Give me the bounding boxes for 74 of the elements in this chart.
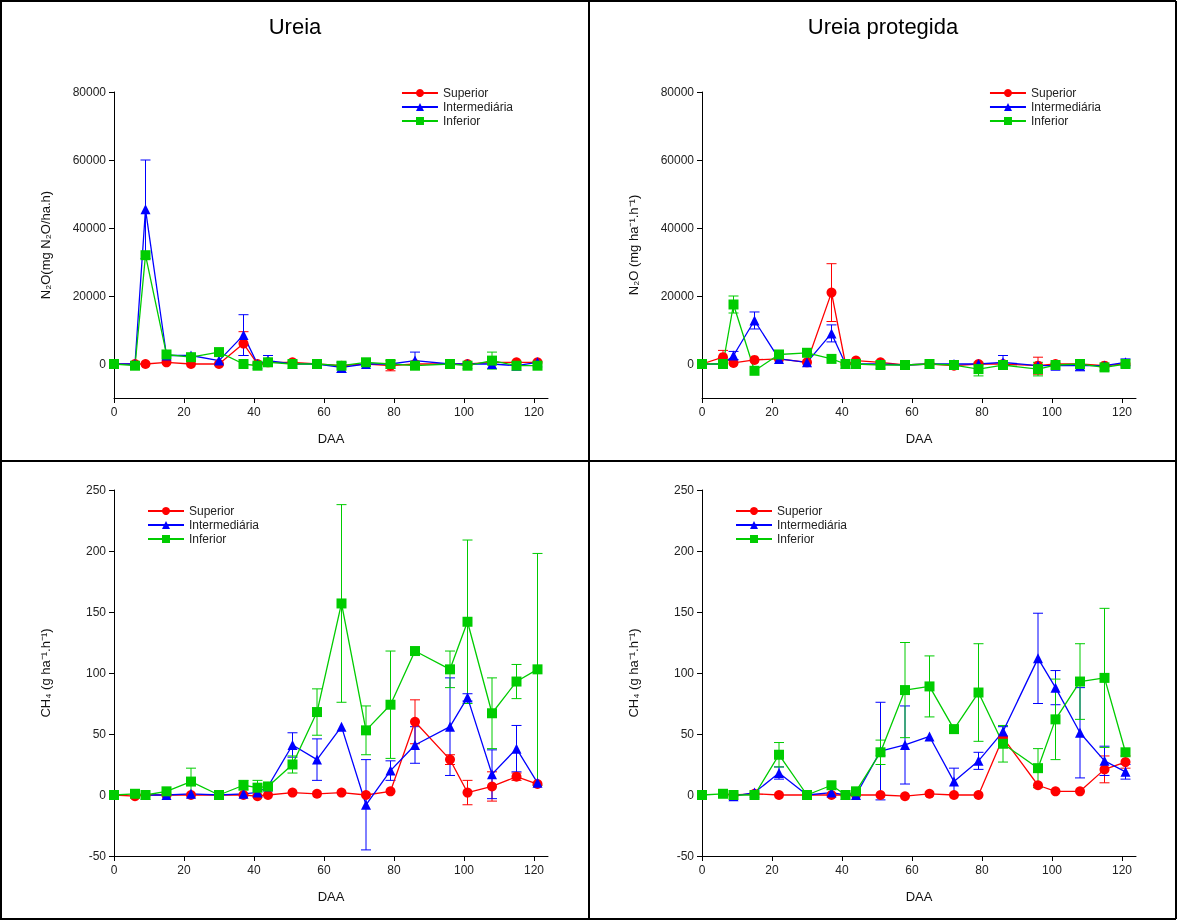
y-tick-label: 0 (99, 357, 107, 371)
y-tick-label: 0 (687, 788, 695, 802)
legend-label: Superior (777, 504, 823, 518)
y-tick-label: 100 (85, 666, 107, 680)
legend-label: Inferior (189, 532, 227, 546)
x-tick-label: 80 (387, 405, 401, 419)
x-tick-label: 0 (110, 863, 118, 877)
x-tick-label: 80 (975, 405, 989, 419)
x-tick-label: 40 (835, 863, 849, 877)
y-tick-label: 150 (673, 605, 695, 619)
x-axis-title: DAA (317, 889, 345, 904)
x-tick-label: 40 (247, 863, 261, 877)
y-tick-label: 80000 (72, 85, 107, 99)
y-tick-label: 50 (92, 727, 107, 741)
x-tick-label: 0 (110, 405, 118, 419)
x-tick-label: 20 (765, 405, 779, 419)
x-tick-label: 20 (765, 863, 779, 877)
x-axis-title: DAA (905, 431, 933, 446)
x-tick-label: 0 (698, 405, 706, 419)
x-tick-label: 120 (523, 863, 545, 877)
x-tick-label: 40 (247, 405, 261, 419)
x-tick-label: 100 (1041, 863, 1063, 877)
y-tick-label: 0 (99, 788, 107, 802)
legend-label: Intermediária (777, 518, 848, 532)
y-tick-label: 20000 (660, 289, 695, 303)
x-tick-label: 60 (317, 405, 331, 419)
x-tick-label: 120 (1111, 863, 1133, 877)
x-axis-title: DAA (317, 431, 345, 446)
y-tick-label: 200 (673, 544, 695, 558)
y-axis-title: CH₄ (g ha⁻¹.h⁻¹) (626, 628, 641, 718)
y-tick-label: 80000 (660, 85, 695, 99)
y-tick-label: 250 (85, 483, 107, 497)
y-tick-label: 100 (673, 666, 695, 680)
y-axis-title: N₂O(mg N₂O/ha.h) (38, 190, 53, 300)
legend-label: Intermediária (1030, 100, 1102, 114)
x-tick-label: 100 (453, 863, 475, 877)
y-tick-label: 40000 (72, 221, 107, 235)
x-tick-label: 60 (905, 863, 919, 877)
legend-label: Superior (189, 504, 235, 518)
y-tick-label: 250 (673, 483, 695, 497)
x-tick-label: 80 (975, 863, 989, 877)
x-tick-label: 80 (387, 863, 401, 877)
x-tick-label: 60 (317, 863, 331, 877)
x-tick-label: 20 (177, 405, 191, 419)
legend-label: Inferior (442, 114, 481, 128)
chart-title: Ureia protegida (807, 13, 959, 39)
y-tick-label: 50 (680, 727, 695, 741)
legend-label: Inferior (1030, 114, 1069, 128)
x-axis-title: DAA (905, 889, 933, 904)
x-tick-label: 100 (1041, 405, 1063, 419)
y-tick-label: -50 (676, 849, 695, 863)
legend-label: Intermediária (189, 518, 260, 532)
chart-title: Ureia (268, 13, 323, 39)
legend-label: Superior (1030, 86, 1077, 100)
legend-label: Inferior (777, 532, 815, 546)
y-axis-title: CH₄ (g ha⁻¹.h⁻¹) (38, 628, 53, 718)
x-tick-label: 60 (905, 405, 919, 419)
y-tick-label: 20000 (72, 289, 107, 303)
legend-label: Superior (442, 86, 489, 100)
y-axis-title: N₂O (mg ha⁻¹.h⁻¹) (626, 194, 641, 296)
legend-label: Intermediária (442, 100, 514, 114)
x-tick-label: 40 (835, 405, 849, 419)
y-tick-label: 60000 (72, 153, 107, 167)
y-tick-label: -50 (88, 849, 107, 863)
x-tick-label: 120 (1111, 405, 1133, 419)
x-tick-label: 120 (523, 405, 545, 419)
y-tick-label: 200 (85, 544, 107, 558)
y-tick-label: 40000 (660, 221, 695, 235)
y-tick-label: 150 (85, 605, 107, 619)
x-tick-label: 0 (698, 863, 706, 877)
x-tick-label: 100 (453, 405, 475, 419)
x-tick-label: 20 (177, 863, 191, 877)
y-tick-label: 0 (687, 357, 695, 371)
y-tick-label: 60000 (660, 153, 695, 167)
